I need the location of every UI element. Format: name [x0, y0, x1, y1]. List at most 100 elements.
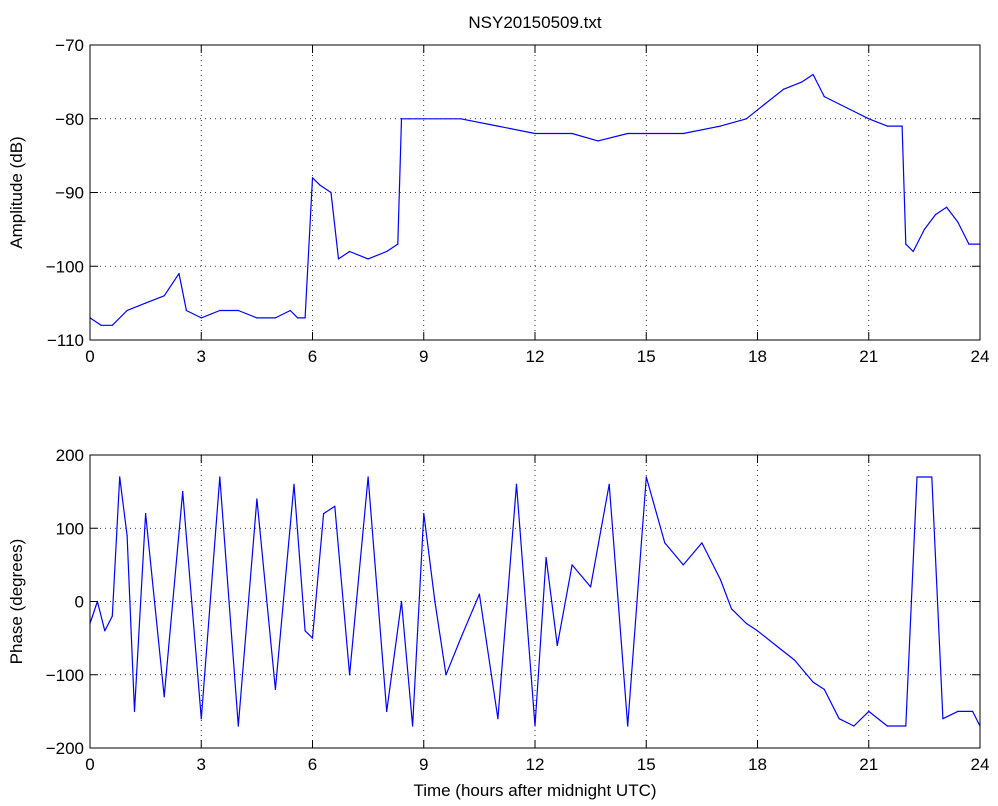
chart-title: NSY20150509.txt — [468, 13, 602, 32]
data-point — [645, 132, 647, 135]
data-point — [534, 725, 536, 727]
data-point — [178, 273, 180, 275]
data-point — [942, 718, 944, 720]
data-point — [367, 476, 369, 478]
data-point — [571, 564, 573, 566]
x-axis-label: Time (hours after midnight UTC) — [413, 781, 656, 800]
data-point — [200, 718, 202, 720]
x-tick-label: 12 — [526, 347, 545, 366]
data-point — [916, 476, 918, 478]
data-point — [219, 309, 221, 312]
y-tick-label: −70 — [55, 36, 84, 55]
data-point — [645, 476, 647, 478]
data-point — [545, 556, 547, 559]
x-tick-label: 24 — [971, 755, 990, 774]
data-point — [782, 88, 785, 90]
data-point — [853, 725, 855, 727]
data-point — [730, 608, 733, 610]
data-point — [119, 476, 121, 478]
data-point — [445, 674, 447, 676]
data-point — [946, 206, 948, 208]
data-point — [460, 118, 462, 120]
data-point — [793, 659, 796, 661]
data-point — [311, 637, 314, 639]
x-tick-label: 3 — [197, 755, 206, 774]
data-point — [460, 637, 462, 639]
data-point — [256, 498, 258, 500]
data-point — [133, 710, 136, 712]
data-point — [497, 125, 499, 127]
data-point — [497, 718, 499, 720]
x-tick-label: 3 — [197, 347, 206, 366]
data-point — [775, 644, 777, 647]
data-point — [423, 513, 425, 515]
data-point — [408, 118, 410, 120]
data-point — [912, 250, 914, 253]
data-point — [886, 125, 888, 127]
y-tick-label: −80 — [55, 110, 84, 129]
data-point — [334, 505, 336, 507]
data-point — [923, 228, 925, 230]
data-point — [534, 132, 536, 135]
y-tick-label: −100 — [46, 257, 84, 276]
x-tick-label: 6 — [308, 347, 317, 366]
x-tick-label: 0 — [85, 347, 94, 366]
x-tick-label: 0 — [85, 755, 94, 774]
data-point — [590, 586, 592, 588]
data-point — [330, 191, 332, 194]
y-tick-label: 100 — [56, 519, 84, 538]
data-point — [293, 483, 295, 485]
data-point — [237, 309, 239, 312]
data-point — [957, 710, 959, 712]
x-tick-label: 12 — [526, 755, 545, 774]
data-point — [931, 476, 933, 478]
data-point — [104, 630, 106, 632]
data-point — [237, 725, 239, 727]
data-point — [745, 118, 747, 120]
y-tick-label: −110 — [47, 331, 84, 350]
data-point — [386, 710, 388, 712]
data-point — [348, 250, 351, 253]
y-tick-label: −90 — [55, 184, 84, 203]
data-point — [111, 324, 113, 326]
data-point — [337, 258, 340, 260]
data-point — [571, 132, 573, 135]
data-point — [434, 600, 436, 603]
data-point — [957, 221, 959, 223]
data-point — [905, 725, 907, 727]
data-point — [478, 593, 480, 595]
data-point — [348, 674, 351, 676]
data-point — [185, 309, 188, 312]
data-point — [682, 564, 684, 566]
x-tick-label: 9 — [419, 347, 428, 366]
data-point — [664, 542, 666, 544]
data-point — [163, 696, 165, 698]
data-point — [905, 243, 907, 245]
data-point — [701, 542, 703, 544]
x-tick-label: 21 — [859, 755, 878, 774]
data-point — [289, 309, 291, 312]
data-point — [323, 513, 325, 515]
data-point — [756, 630, 759, 632]
x-tick-label: 18 — [748, 755, 767, 774]
data-point — [100, 324, 102, 326]
data-point — [719, 125, 722, 127]
data-point — [838, 718, 840, 720]
data-point — [934, 214, 937, 216]
data-point — [182, 491, 184, 493]
y-tick-label: 0 — [75, 593, 84, 612]
data-point — [719, 578, 722, 581]
data-point — [274, 688, 277, 691]
data-point — [412, 725, 414, 727]
data-series-line — [89, 476, 981, 727]
x-tick-label: 18 — [748, 347, 767, 366]
data-point — [200, 317, 202, 319]
data-point — [971, 710, 974, 712]
data-point — [801, 81, 803, 83]
x-tick-label: 9 — [419, 755, 428, 774]
data-point — [304, 630, 306, 632]
data-point — [764, 103, 766, 105]
data-point — [304, 317, 306, 319]
y-axis-label: Phase (degrees) — [7, 539, 26, 665]
